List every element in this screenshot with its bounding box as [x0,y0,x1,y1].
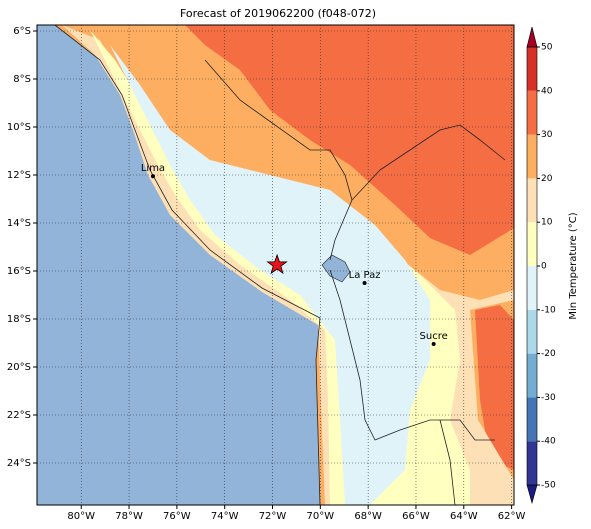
warm-region [475,305,514,470]
colorbar-band [527,441,537,485]
colorbar-band [527,134,537,179]
x-tick-label: 72°W [259,511,287,522]
colorbar-band [527,222,537,266]
colorbar-tick-label: -30 [541,393,556,403]
colorbar-label: Min Temperature (°C) [568,212,579,319]
map-fill [37,25,514,505]
colorbar-tick-label: -10 [541,305,556,315]
colorbar-band [527,47,537,91]
colorbar-extend-high [526,26,538,48]
colorbar-band [527,266,537,310]
x-tick-label: 62°W [498,511,526,522]
lake [321,254,351,283]
y-tick-label: 8°S [13,74,31,85]
colorbar-tick-label: -20 [541,349,556,359]
city-marker [362,281,367,285]
colorbar-tick-label: 40 [541,86,553,96]
cold-region [110,45,430,505]
warm-region [185,25,514,255]
y-tick-label: 14°S [7,218,31,229]
colorbar-band [527,309,537,354]
border [204,59,353,261]
colorbar-tick-label: 50 [541,43,553,53]
y-tick-label: 10°S [7,122,31,133]
colorbar-tick-label: -40 [541,437,556,447]
colorbar-band [527,397,537,442]
x-tick-label: 70°W [307,511,335,522]
colorbar-band [527,353,537,398]
border [439,419,456,505]
colorbar-tick-label: 0 [541,262,547,272]
y-tick-label: 16°S [7,266,31,277]
border [351,124,506,201]
x-tick-label: 80°W [67,511,95,522]
x-tick-label: 64°W [450,511,478,522]
y-tick-label: 6°S [13,26,31,37]
map-frame [36,24,515,506]
chart-title: Forecast of 2019062200 (f048-072) [180,7,376,20]
city-label: Lima [141,163,165,174]
y-tick-label: 12°S [7,170,31,181]
y-tick-label: 20°S [7,362,31,373]
city-marker [431,341,436,346]
colorbar-band [527,90,537,135]
city-label: Sucre [420,331,448,342]
colorbar-tick-label: 20 [541,174,553,184]
border [329,269,495,441]
x-tick-label: 68°W [354,511,382,522]
star-marker [266,253,288,275]
colorbar-tick-label: 30 [541,130,553,140]
colorbar-extend-low [526,484,538,505]
y-tick-label: 24°S [7,458,31,469]
x-tick-label: 66°W [402,511,430,522]
x-tick-label: 78°W [115,511,143,522]
coastline [54,25,321,505]
colorbar-tick-label: -50 [541,481,556,491]
x-tick-label: 74°W [211,511,239,522]
city-marker [150,174,155,179]
city-label: La Paz [349,270,381,281]
colorbar-band [527,178,537,223]
x-tick-label: 76°W [163,511,191,522]
y-tick-label: 22°S [7,410,31,421]
y-tick-label: 18°S [7,314,31,325]
colorbar-tick-label: 10 [541,218,553,228]
